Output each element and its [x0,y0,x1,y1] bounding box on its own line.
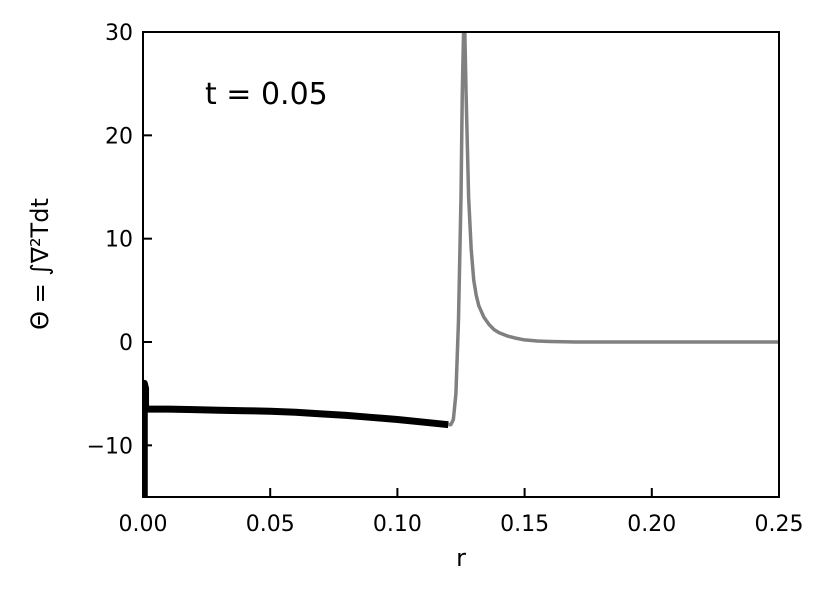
y-axis-label: Θ = ∫∇²Tdt [26,198,54,330]
x-tick-label: 0.15 [500,512,549,537]
series-line-1 [143,379,449,497]
time-annotation: t = 0.05 [205,77,328,112]
ticks-layer: 0.00 0.05 0.10 0.15 0.20 0.25 −10 0 10 20 30 [87,21,804,537]
y-tick-label: 20 [105,124,133,149]
series-line-2 [448,32,779,427]
y-tick-label: −10 [87,434,133,459]
x-tick-label: 0.00 [119,512,168,537]
x-tick-label: 0.25 [755,512,804,537]
y-tick-label: 0 [119,331,133,356]
y-tick-label: 10 [105,228,133,253]
x-tick-label: 0.10 [373,512,422,537]
y-tick-label: 30 [105,21,133,46]
series-layer [143,32,779,497]
x-axis-label: r [456,544,466,572]
x-tick-label: 0.20 [627,512,676,537]
x-tick-label: 0.05 [246,512,295,537]
plot-frame [142,31,780,498]
